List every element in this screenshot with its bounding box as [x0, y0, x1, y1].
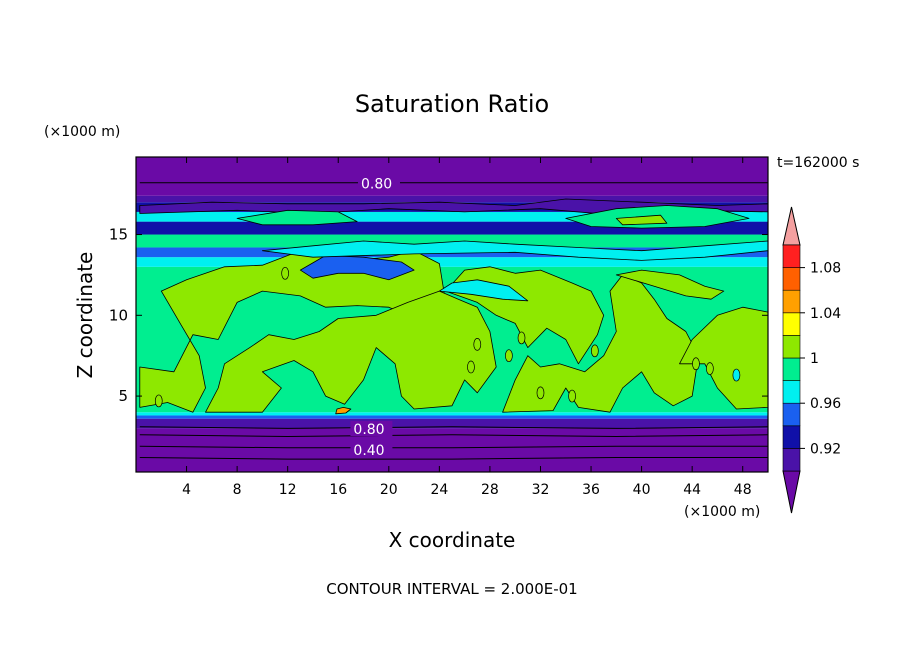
x-tick-label-3: 16	[329, 482, 347, 498]
field-speck-1	[473, 338, 482, 351]
field-region-11	[615, 214, 668, 226]
field-speck-10	[154, 394, 163, 408]
x-tick-label-2: 12	[279, 482, 297, 498]
x-axis-label: X coordinate	[389, 528, 516, 552]
contour-label-bg-0	[357, 175, 400, 191]
contour-line-4	[139, 457, 768, 460]
x-axis-ticks: 4 8 12 16 20 24 28 32 36 40 44 48	[182, 157, 752, 498]
x-tick-label-7: 32	[532, 482, 550, 498]
contour-lines	[139, 182, 768, 460]
colorbar-segment-0	[782, 448, 801, 472]
field-band-13	[136, 157, 768, 196]
colorbar-segment-8	[782, 267, 801, 291]
colorbar-segment-4	[782, 357, 801, 381]
y-unit-label: (×1000 m)	[44, 124, 120, 140]
field-speck-4	[536, 386, 545, 400]
x-tick-label-11: 48	[734, 482, 752, 498]
field-region-12	[236, 209, 358, 226]
contour-label-2: 0.40	[353, 443, 384, 459]
time-label: t=162000 s	[777, 155, 859, 171]
field-speck-9	[732, 368, 741, 382]
x-tick-label-10: 44	[683, 482, 701, 498]
contour-interval-label: CONTOUR INTERVAL = 2.000E-01	[326, 580, 577, 598]
field-band-1	[136, 418, 768, 429]
y-axis-label: Z coordinate	[73, 252, 97, 379]
colorbar-label-3: 1.04	[810, 306, 841, 322]
x-tick-label-9: 40	[633, 482, 651, 498]
colorbar-label-0: 0.92	[810, 441, 841, 457]
field-band-2	[136, 415, 768, 419]
field-band-10	[136, 211, 768, 222]
field-band-3	[136, 412, 768, 416]
colorbar-segment-2	[782, 402, 801, 427]
plot-frame	[135, 156, 769, 473]
colorbar-label-2: 1	[810, 351, 819, 367]
colorbar-label-4: 1.08	[810, 261, 841, 277]
contour-labels: 0.80 0.80 0.40	[350, 175, 400, 459]
colorbar-segment-6	[782, 312, 801, 336]
field-speck-8	[706, 362, 714, 375]
contour-line-2	[139, 434, 768, 438]
field-speck-3	[517, 331, 526, 345]
x-tick-label-0: 4	[182, 482, 191, 498]
chart-title: Saturation Ratio	[355, 90, 549, 118]
colorbar-label-1: 0.96	[810, 396, 841, 412]
field-region-5	[615, 269, 725, 300]
field-band-6	[136, 257, 768, 267]
colorbar-segment-7	[782, 289, 801, 314]
y-tick-label-2: 15	[109, 226, 128, 244]
field-band-12	[136, 195, 768, 203]
field-band-8	[136, 234, 768, 248]
field-speck-7	[692, 357, 700, 371]
x-tick-label-6: 28	[481, 482, 499, 498]
field-speck-5	[568, 389, 576, 403]
field-speck-6	[590, 344, 599, 358]
y-axis-ticks: 5 10 15	[109, 226, 768, 405]
contour-field	[136, 157, 768, 472]
y-tick-label-1: 10	[109, 306, 128, 324]
colorbar-segment-9	[782, 244, 801, 268]
field-speck-11	[281, 266, 290, 280]
x-tick-label-1: 8	[233, 482, 242, 498]
field-region-4	[679, 306, 768, 410]
contour-label-bg-2	[350, 442, 393, 457]
colorbar-segment-1	[782, 425, 801, 449]
contour-line-1	[139, 426, 768, 429]
field-region-7	[439, 279, 529, 302]
field-speck-0	[467, 360, 475, 374]
colorbar-segment-3	[782, 380, 801, 404]
field-speck-2	[505, 349, 513, 363]
contour-label-1: 0.80	[353, 422, 384, 438]
colorbar: 0.92 0.96 1 1.04 1.08	[782, 206, 841, 514]
colorbar-arrow-bottom	[782, 470, 801, 514]
colorbar-segment-5	[782, 335, 801, 359]
x-unit-label: (×1000 m)	[684, 504, 760, 520]
field-region-13	[335, 407, 352, 415]
contour-line-3	[139, 445, 768, 449]
x-tick-label-5: 24	[430, 482, 448, 498]
contour-label-bg-1	[350, 421, 393, 436]
contour-label-0: 0.80	[361, 176, 392, 192]
x-tick-label-4: 20	[380, 482, 398, 498]
colorbar-arrow-top	[782, 206, 801, 246]
y-tick-label-0: 5	[118, 387, 128, 405]
x-tick-label-8: 36	[582, 482, 600, 498]
field-region-3	[502, 274, 699, 413]
field-region-8	[262, 240, 768, 261]
field-region-1	[205, 290, 497, 413]
